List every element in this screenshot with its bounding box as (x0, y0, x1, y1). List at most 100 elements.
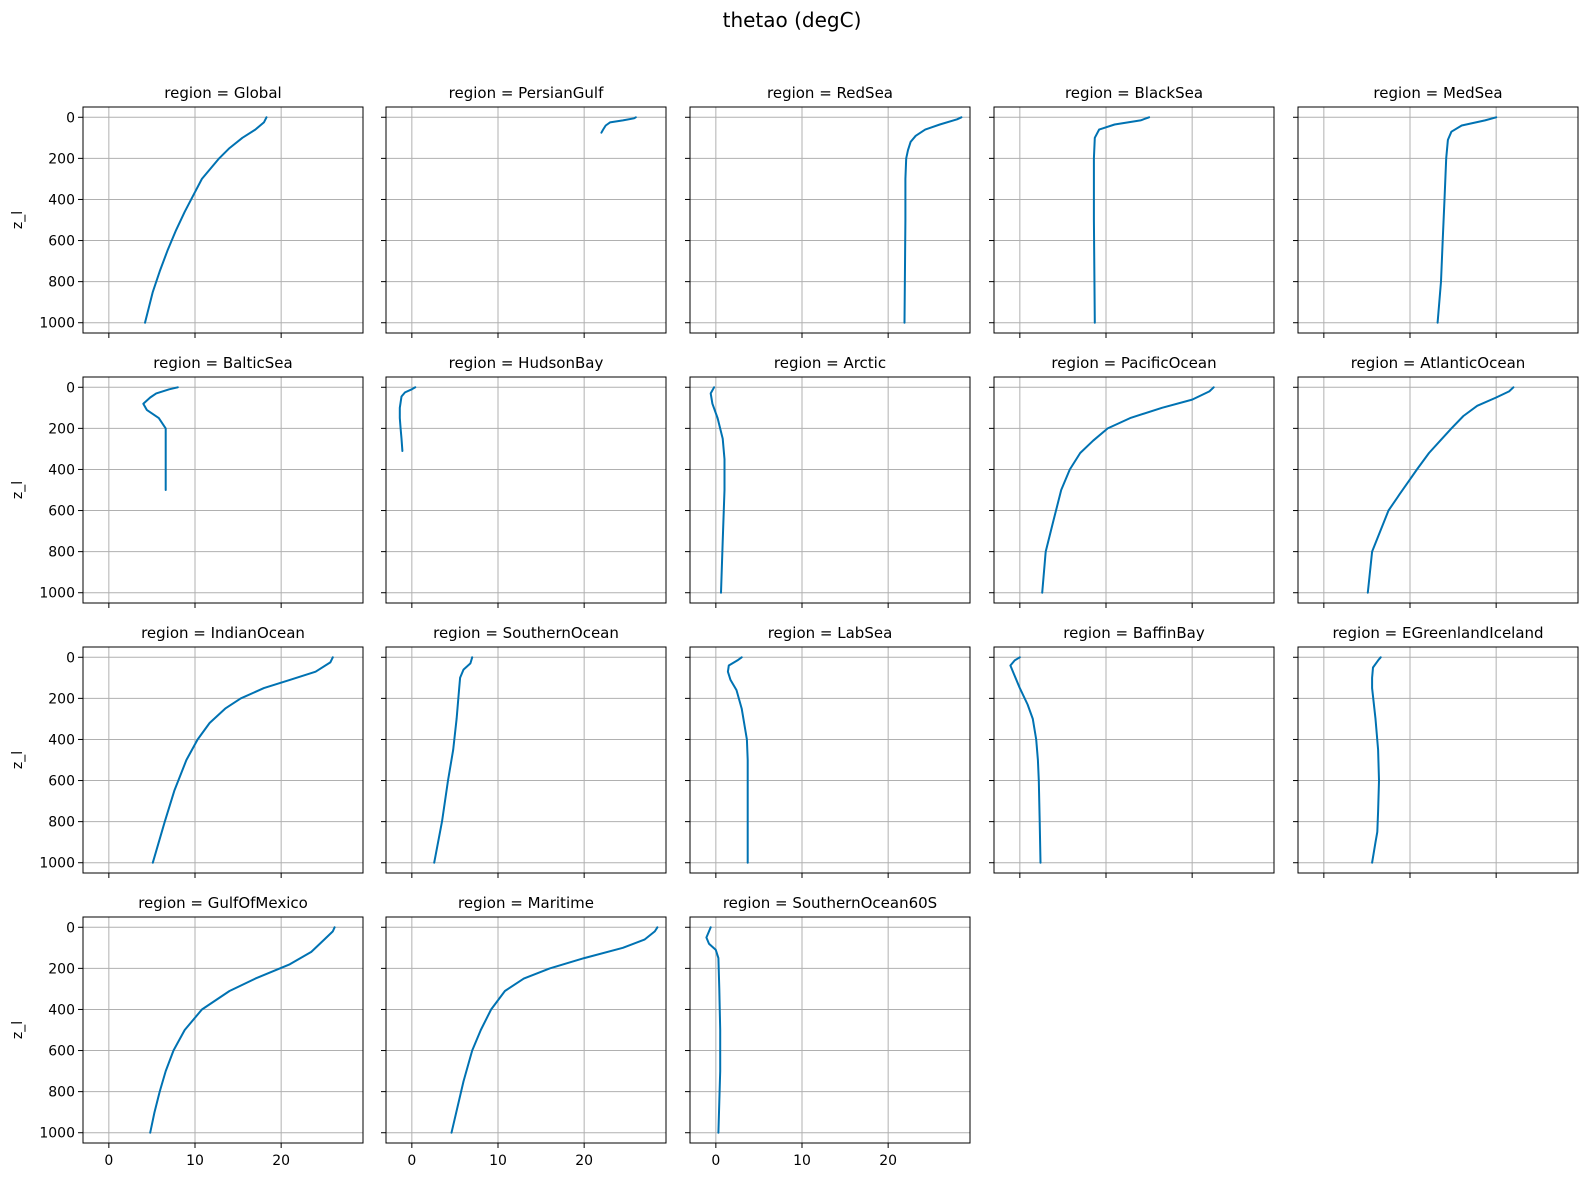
axes-frame (993, 646, 1275, 874)
series-line (903, 116, 963, 324)
panel-5: region = BalticSea 0 200 400 600 800 1000 z_l (10, 354, 364, 608)
x-tick-label: 20 (272, 1153, 290, 1169)
axes-frame (689, 106, 971, 334)
y-tick-label: 800 (48, 545, 75, 561)
series-line (1041, 386, 1215, 594)
y-tick-label: 600 (48, 774, 75, 790)
panel-title: region = BaffinBay (1063, 624, 1205, 642)
panel-title: region = BalticSea (153, 354, 292, 372)
panel-title: region = SouthernOcean60S (723, 894, 937, 912)
y-tick-label: 400 (48, 732, 75, 748)
x-tick-label: 20 (575, 1153, 593, 1169)
y-tick-label: 200 (48, 691, 75, 707)
panel-16: region = Maritime 0 10 20 (381, 894, 667, 1169)
series-line (398, 386, 417, 452)
y-tick-label: 1000 (39, 856, 75, 872)
axes-frame (689, 916, 971, 1144)
panel-3: region = BlackSea (989, 84, 1275, 338)
series-line (709, 386, 726, 594)
axes-frame (993, 376, 1275, 604)
y-tick-label: 600 (48, 234, 75, 250)
axes-frame (385, 916, 667, 1144)
y-tick-label: 1000 (39, 586, 75, 602)
y-tick-label: 600 (48, 504, 75, 520)
series-line (450, 926, 659, 1134)
y-tick-label: 800 (48, 1085, 75, 1101)
axes-frame (385, 646, 667, 874)
panel-13: region = BaffinBay (989, 624, 1275, 878)
series-line (1092, 116, 1151, 324)
x-tick-label: 0 (104, 1153, 113, 1169)
axes-frame (82, 646, 364, 874)
panel-title: region = AtlanticOcean (1351, 354, 1526, 372)
y-tick-label: 0 (66, 110, 75, 126)
series-line (1366, 386, 1515, 594)
series-line (144, 116, 268, 324)
y-axis-label: z_l (10, 481, 26, 499)
axes-frame (385, 376, 667, 604)
y-tick-label: 0 (66, 380, 75, 396)
panel-title: region = RedSea (767, 84, 893, 102)
panel-title: region = PersianGulf (449, 84, 604, 102)
y-axis-label: z_l (10, 1021, 26, 1039)
panel-title: region = Arctic (774, 354, 886, 372)
axes-frame (82, 106, 364, 334)
panel-9: region = AtlanticOcean (1293, 354, 1579, 608)
y-axis-label: z_l (10, 751, 26, 769)
series-line (705, 926, 722, 1134)
facet-panels: region = Global02004006008001000z_lregio… (10, 84, 1579, 1169)
series-line (726, 656, 749, 864)
y-tick-label: 800 (48, 275, 75, 291)
series-line (151, 656, 334, 864)
y-tick-label: 1000 (39, 1126, 75, 1142)
series-line (433, 656, 474, 864)
panel-11: region = SouthernOcean (381, 624, 667, 878)
y-tick-label: 800 (48, 815, 75, 831)
panel-title: region = EGreenlandIceland (1332, 624, 1543, 642)
series-line (142, 386, 179, 491)
axes-frame (993, 106, 1275, 334)
series-line (1371, 656, 1382, 864)
panel-6: region = HudsonBay (381, 354, 667, 608)
panel-14: region = EGreenlandIceland (1293, 624, 1579, 878)
x-tick-label: 20 (879, 1153, 897, 1169)
y-tick-label: 400 (48, 192, 75, 208)
series-line (1436, 116, 1498, 324)
panel-title: region = BlackSea (1065, 84, 1203, 102)
axes-frame (689, 646, 971, 874)
y-tick-label: 200 (48, 421, 75, 437)
x-tick-label: 10 (186, 1153, 204, 1169)
panel-title: region = Maritime (458, 894, 594, 912)
panel-12: region = LabSea (685, 624, 971, 878)
y-tick-label: 200 (48, 151, 75, 167)
panel-0: region = Global 0 200 400 600 800 1000 z_l (10, 84, 364, 338)
panel-2: region = RedSea (685, 84, 971, 338)
axes-frame (1297, 646, 1579, 874)
panel-7: region = Arctic (685, 354, 971, 608)
panel-title: region = MedSea (1373, 84, 1502, 102)
panel-title: region = Global (164, 84, 281, 102)
x-tick-label: 0 (407, 1153, 416, 1169)
y-tick-label: 0 (66, 920, 75, 936)
panel-title: region = SouthernOcean (433, 624, 619, 642)
y-tick-label: 0 (66, 650, 75, 666)
axes-frame (1297, 106, 1579, 334)
panel-title: region = IndianOcean (141, 624, 305, 642)
x-tick-label: 10 (793, 1153, 811, 1169)
axes-frame (689, 376, 971, 604)
panel-17: region = SouthernOcean60S 0 10 20 (685, 894, 971, 1169)
panel-15: region = GulfOfMexico02004006008001000z_… (10, 894, 364, 1169)
panel-1: region = PersianGulf (381, 84, 667, 338)
y-tick-label: 400 (48, 462, 75, 478)
panel-title: region = LabSea (768, 624, 893, 642)
y-tick-label: 600 (48, 1044, 75, 1060)
x-tick-label: 0 (711, 1153, 720, 1169)
series-line (149, 926, 336, 1134)
panel-10: region = IndianOcean 0 200 400 600 800 1000 z_l (10, 624, 364, 878)
panel-title: region = GulfOfMexico (138, 894, 308, 912)
x-tick-label: 10 (489, 1153, 507, 1169)
y-tick-label: 400 (48, 1002, 75, 1018)
axes-frame (82, 376, 364, 604)
series-line (1009, 656, 1042, 864)
